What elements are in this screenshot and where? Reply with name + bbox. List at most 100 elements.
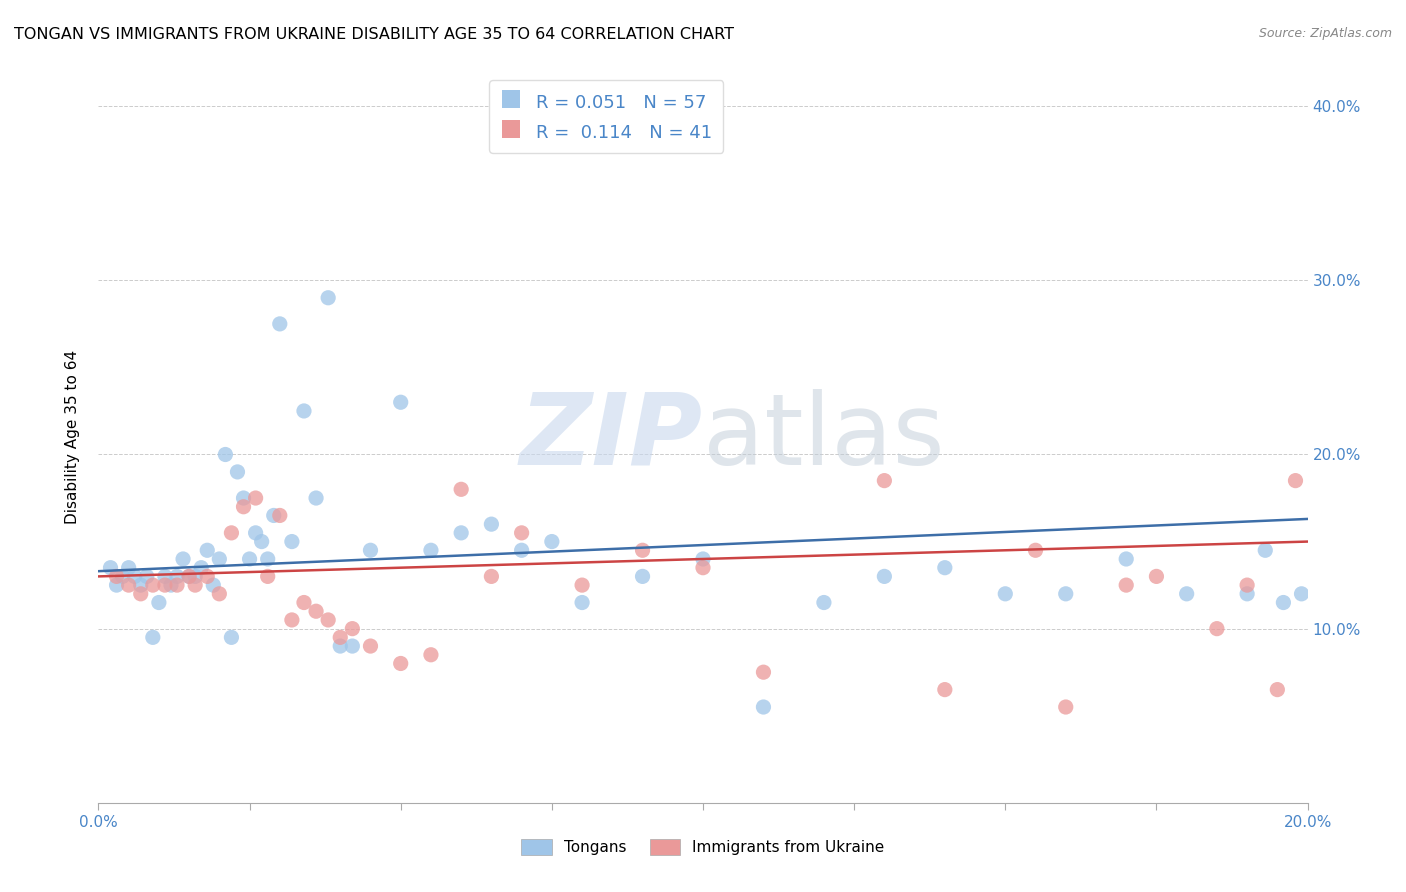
Point [269,317,291,331]
Point [389,395,412,409]
Point [994,587,1017,601]
Point [135,569,157,583]
Point [316,291,339,305]
Point [934,560,956,574]
Point [281,534,304,549]
Point [245,525,267,540]
Point [166,578,188,592]
Point [571,578,593,592]
Point [631,543,654,558]
Point [360,543,382,558]
Point [142,578,165,592]
Point [1206,622,1229,636]
Point [692,560,714,574]
Point [100,560,122,574]
Point [329,631,352,645]
Point [752,700,775,714]
Point [172,552,194,566]
Point [389,657,412,671]
Point [250,534,273,549]
Point [166,569,188,583]
Point [360,639,382,653]
Point [1272,595,1295,609]
Point [752,665,775,680]
Point [1144,569,1167,583]
Point [105,578,128,592]
Point [571,595,593,609]
Point [142,631,165,645]
Point [420,648,443,662]
Point [118,560,141,574]
Point [305,604,328,618]
Point [631,569,654,583]
Point [256,569,278,583]
Point [105,569,128,583]
Text: atlas: atlas [703,389,945,485]
Point [481,517,503,532]
Point [281,613,304,627]
Legend: Tongans, Immigrants from Ukraine: Tongans, Immigrants from Ukraine [515,833,891,861]
Point [1115,552,1137,566]
Point [329,639,352,653]
Point [208,552,231,566]
Point [226,465,249,479]
Point [221,525,243,540]
Point [1254,543,1277,558]
Point [118,578,141,592]
Point [305,491,328,505]
Point [873,474,896,488]
Point [292,595,315,609]
Point [1054,700,1077,714]
Point [245,491,267,505]
Point [1284,474,1306,488]
Point [179,569,201,583]
Point [195,569,218,583]
Point [450,483,472,497]
Y-axis label: Disability Age 35 to 64: Disability Age 35 to 64 [65,350,80,524]
Point [1236,578,1258,592]
Point [934,682,956,697]
Point [510,525,533,540]
Point [221,631,243,645]
Point [129,578,152,592]
Point [316,613,339,627]
Point [1024,543,1046,558]
Point [160,578,183,592]
Point [292,404,315,418]
Text: ZIP: ZIP [520,389,703,485]
Point [1236,587,1258,601]
Point [692,552,714,566]
Text: TONGAN VS IMMIGRANTS FROM UKRAINE DISABILITY AGE 35 TO 64 CORRELATION CHART: TONGAN VS IMMIGRANTS FROM UKRAINE DISABI… [14,27,734,42]
Point [269,508,291,523]
Point [239,552,262,566]
Point [208,587,231,601]
Point [342,622,364,636]
Point [153,569,176,583]
Point [1115,578,1137,592]
Point [214,448,236,462]
Point [1054,587,1077,601]
Point [232,500,254,514]
Point [184,578,207,592]
Point [510,543,533,558]
Point [1267,682,1289,697]
Point [481,569,503,583]
Point [148,595,170,609]
Point [232,491,254,505]
Point [124,569,146,583]
Text: Source: ZipAtlas.com: Source: ZipAtlas.com [1258,27,1392,40]
Point [190,560,212,574]
Point [1291,587,1313,601]
Point [184,569,207,583]
Point [540,534,562,549]
Point [342,639,364,653]
Point [1175,587,1198,601]
Point [195,543,218,558]
Point [111,569,134,583]
Point [263,508,285,523]
Point [873,569,896,583]
Point [256,552,278,566]
Point [813,595,835,609]
Point [153,578,176,592]
Point [179,569,201,583]
